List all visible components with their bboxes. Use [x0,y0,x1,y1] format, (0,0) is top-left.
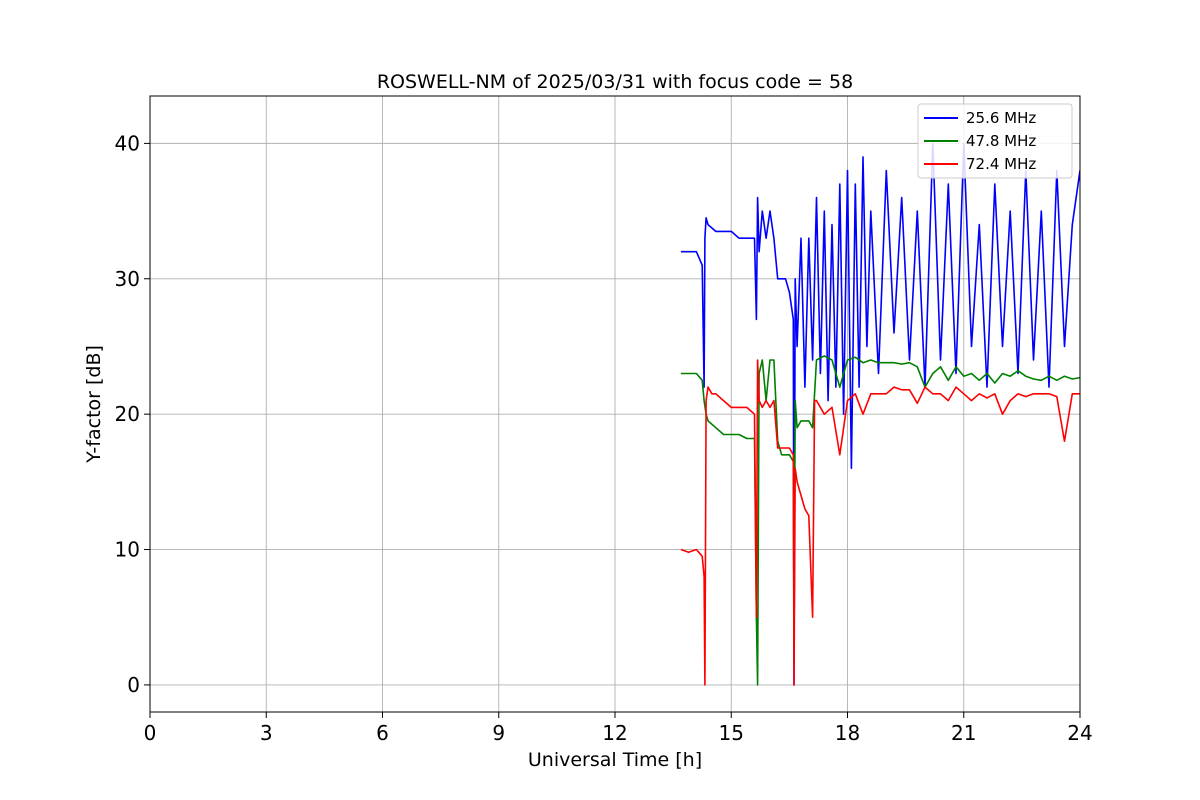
series-line-2 [680,355,1080,686]
x-tick-label: 24 [1067,721,1092,745]
legend-box [917,103,1073,179]
y-tick-label: 0 [127,673,140,697]
axis-ticks: 0 3 6 9 12 15 18 21 24 0 10 20 30 40 [115,131,1093,745]
y-axis-label: Y-factor [dB] [83,345,105,464]
y-tick-label: 40 [115,131,140,155]
y-tick-label: 20 [115,402,140,426]
x-tick-label: 3 [260,721,273,745]
y-tick-label: 30 [115,267,140,291]
x-tick-label: 9 [492,721,505,745]
y-tick-label: 10 [115,538,140,562]
x-tick-label: 21 [951,721,976,745]
grid [149,96,1081,712]
x-tick-label: 12 [602,721,627,745]
series-line-1 [680,142,1080,686]
legend-label: 72.4 MHz [966,155,1036,173]
x-tick-label: 18 [835,721,860,745]
chart-title: ROSWELL-NM of 2025/03/31 with focus code… [377,71,853,93]
series-line-3 [680,359,1080,686]
legend-label: 47.8 MHz [966,132,1036,150]
legend-label: 25.6 MHz [966,109,1036,127]
x-tick-label: 15 [719,721,744,745]
x-tick-label: 0 [144,721,157,745]
series-lines [680,142,1080,686]
x-axis-label: Universal Time [h] [528,749,702,771]
x-tick-label: 6 [376,721,389,745]
legend: 25.6 MHz 47.8 MHz 72.4 MHz [917,103,1073,179]
